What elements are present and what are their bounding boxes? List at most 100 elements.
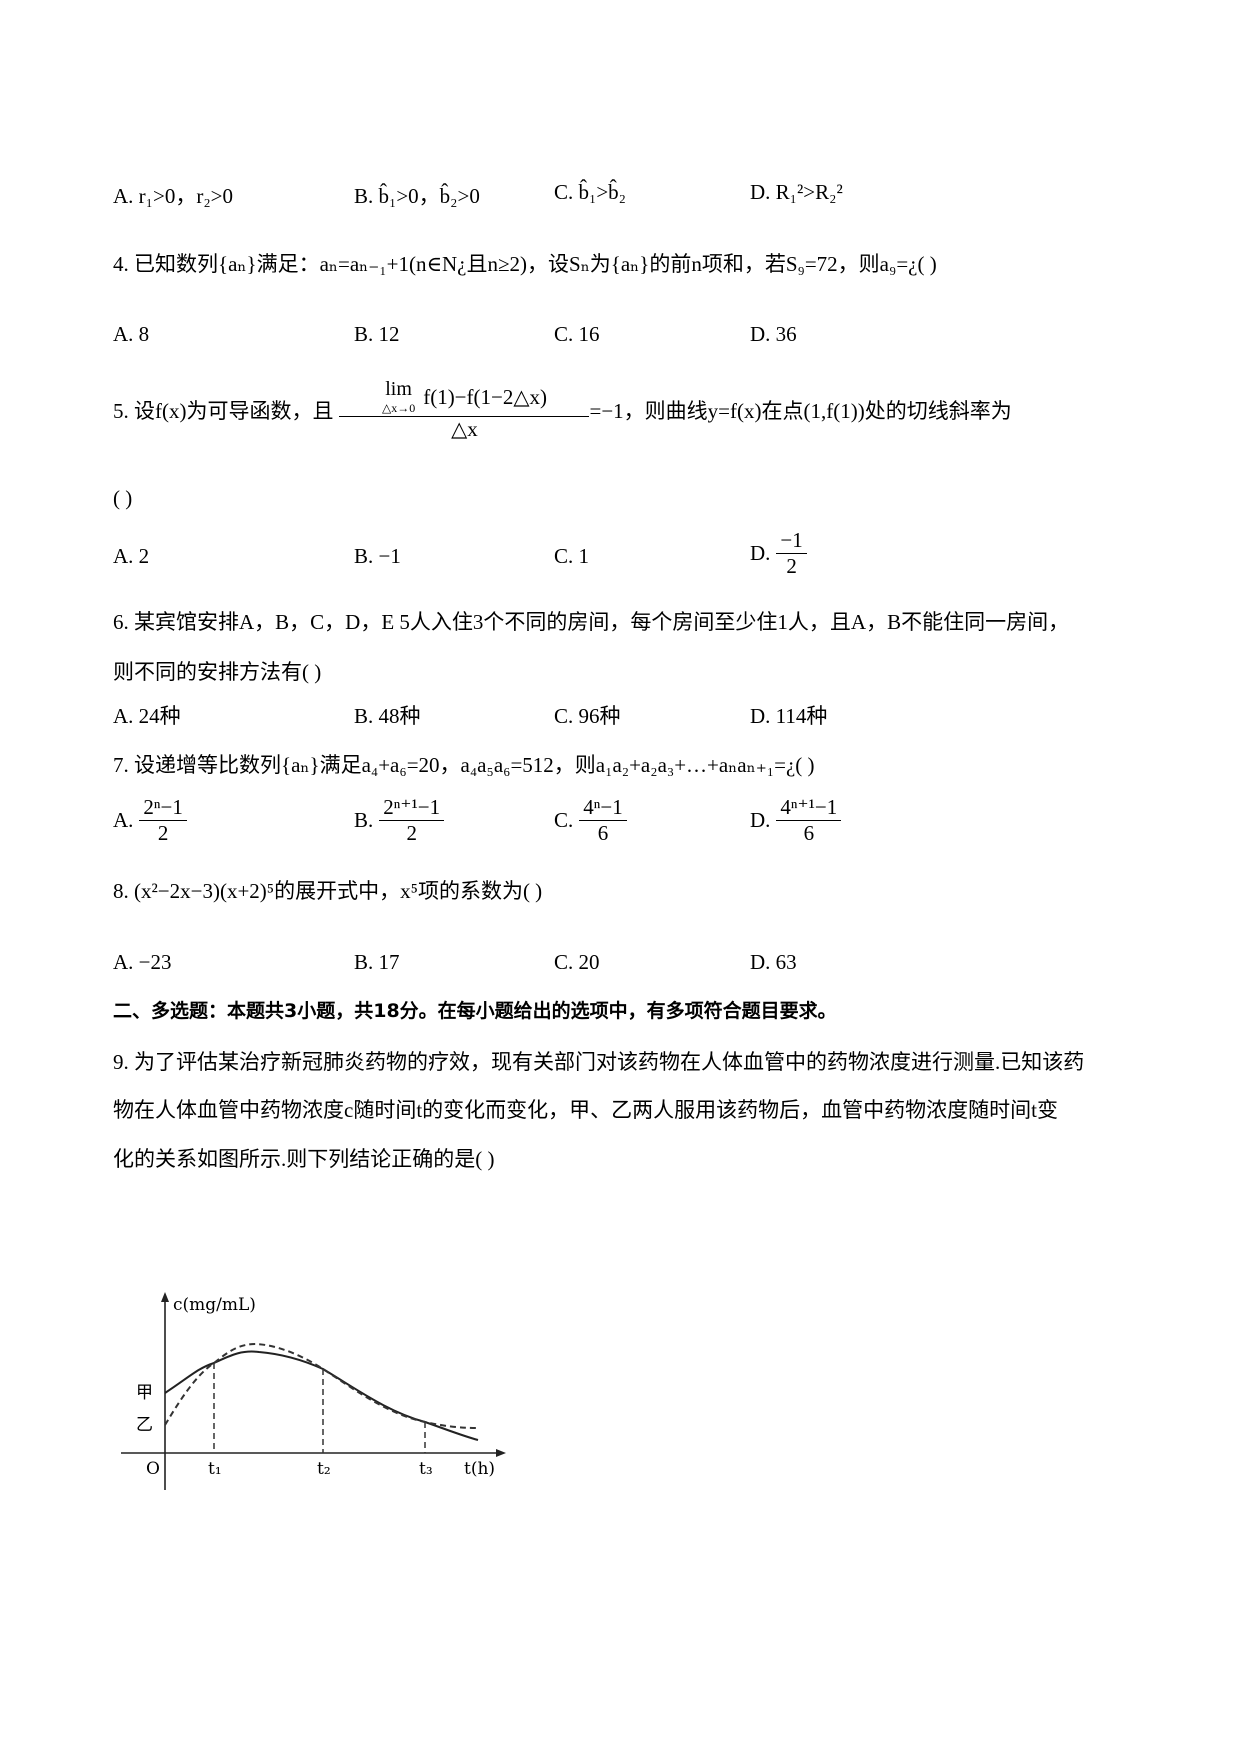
option-label: A. — [113, 808, 134, 832]
option: D. 36 — [750, 322, 797, 347]
option: B. 2ⁿ⁺¹−1 2 — [354, 795, 445, 846]
x-mark-label: t₂ — [317, 1459, 331, 1479]
y-axis-label: c(mg/mL) — [173, 1295, 256, 1315]
option-label: B. — [354, 184, 374, 208]
option-label: C. — [554, 808, 574, 832]
option-label: D. — [750, 541, 771, 565]
option: A. 2 — [113, 544, 149, 569]
option-text: b̂₁>b̂₂ — [578, 180, 627, 204]
limit-text: lim — [385, 378, 412, 400]
limit-sub: △x→0 — [381, 401, 416, 415]
option: B. b̂₁>0，b̂₂>0 — [354, 180, 480, 210]
option: D. R₁²>R₂² — [750, 180, 843, 205]
option-text: 16 — [578, 322, 600, 346]
option-label: B. — [354, 808, 374, 832]
option-label: C. — [554, 322, 574, 346]
option: D. 4ⁿ⁺¹−1 6 — [750, 795, 842, 846]
option-label: B. — [354, 544, 374, 568]
option-text: 114种 — [775, 704, 828, 728]
option-text: −23 — [138, 950, 172, 974]
numerator: 2ⁿ−1 — [139, 795, 187, 821]
arrow — [496, 1449, 506, 1457]
option-label: D. — [750, 322, 771, 346]
limit: lim △x→0 — [382, 378, 415, 416]
option-label: D. — [750, 704, 771, 728]
arrow — [161, 1292, 169, 1302]
option-text: R₁²>R₂² — [775, 180, 843, 204]
option: D. 63 — [750, 950, 797, 975]
numerator: lim △x→0 f(1)−f(1−2△x) — [339, 378, 590, 417]
denominator: 6 — [597, 821, 609, 845]
stem-text: 5. 设f(x)为可导函数，且 — [113, 399, 334, 423]
option-text: 24种 — [138, 704, 181, 728]
option-text: 48种 — [378, 704, 421, 728]
option-text: 1 — [578, 544, 590, 568]
question-stem: 5. 设f(x)为可导函数，且 lim △x→0 f(1)−f(1−2△x) △x… — [113, 378, 1012, 442]
numerator: 4ⁿ−1 — [579, 795, 627, 821]
option-text: 2 — [138, 544, 150, 568]
section-heading: 二、多选题：本题共3小题，共18分。在每小题给出的选项中，有多项符合题目要求。 — [113, 1000, 837, 1022]
curve-label: 乙 — [136, 1415, 153, 1435]
question-stem: 7. 设递增等比数列{aₙ}满足a₄+a₆=20，a₄a₅a₆=512，则a₁a… — [113, 753, 815, 777]
fraction: −1 2 — [776, 528, 807, 579]
option: A. r₁>0，r₂>0 — [113, 180, 233, 210]
answer-blank: ( ) — [113, 486, 133, 510]
option-text: 17 — [378, 950, 400, 974]
option-text: b̂₁>0，b̂₂>0 — [378, 184, 480, 208]
option-label: B. — [354, 704, 374, 728]
denominator: 2 — [157, 821, 169, 845]
option: A. 24种 — [113, 700, 181, 730]
option-text: 63 — [775, 950, 797, 974]
x-axis-label: t(h) — [464, 1459, 495, 1479]
option: B. −1 — [354, 544, 401, 569]
option-text: 20 — [578, 950, 600, 974]
x-mark-label: t₁ — [208, 1459, 222, 1479]
denominator: △x — [451, 417, 478, 441]
option: A. 2ⁿ−1 2 — [113, 795, 187, 846]
fraction: 2ⁿ⁺¹−1 2 — [379, 795, 445, 846]
option: B. 12 — [354, 322, 400, 347]
option-text: r₁>0，r₂>0 — [138, 184, 233, 208]
fraction: 4ⁿ−1 6 — [579, 795, 627, 846]
option-text: 8 — [138, 322, 150, 346]
question-stem: 6. 某宾馆安排A，B，C，D，E 5人入住3个不同的房间，每个房间至少住1人，… — [113, 610, 1070, 634]
option-label: C. — [554, 950, 574, 974]
x-mark-label: t₃ — [419, 1459, 433, 1479]
numerator: 2ⁿ⁺¹−1 — [379, 795, 445, 821]
numerator: 4ⁿ⁺¹−1 — [776, 795, 842, 821]
stem-text: =−1，则曲线y=f(x)在点(1,f(1))处的切线斜率为 — [589, 399, 1012, 423]
option-text: 96种 — [578, 704, 621, 728]
option: C. 16 — [554, 322, 600, 347]
option: C. b̂₁>b̂₂ — [554, 180, 626, 205]
option: A. 8 — [113, 322, 149, 347]
option-label: A. — [113, 704, 134, 728]
option: C. 1 — [554, 544, 589, 569]
numerator-text: f(1)−f(1−2△x) — [423, 384, 547, 409]
option: B. 17 — [354, 950, 400, 975]
denominator: 6 — [803, 821, 815, 845]
numerator: −1 — [776, 528, 807, 554]
fraction: lim △x→0 f(1)−f(1−2△x) △x — [339, 378, 590, 442]
option-label: C. — [554, 180, 574, 204]
question-stem: 化的关系如图所示.则下列结论正确的是( ) — [113, 1147, 495, 1171]
fraction: 4ⁿ⁺¹−1 6 — [776, 795, 842, 846]
question-stem: 物在人体血管中药物浓度c随时间t的变化而变化，甲、乙两人服用该药物后，血管中药物… — [113, 1098, 1058, 1122]
option-text: 12 — [378, 322, 400, 346]
option-label: D. — [750, 180, 771, 204]
fraction: 2ⁿ−1 2 — [139, 795, 187, 846]
denominator: 2 — [786, 554, 797, 578]
option: A. −23 — [113, 950, 172, 975]
option: D. −1 2 — [750, 528, 807, 579]
option: C. 4ⁿ−1 6 — [554, 795, 627, 846]
question-stem: 则不同的安排方法有( ) — [113, 660, 322, 684]
curve-yi — [164, 1342, 479, 1429]
denominator: 2 — [406, 821, 417, 845]
option: C. 96种 — [554, 700, 621, 730]
option: D. 114种 — [750, 700, 827, 730]
option-label: D. — [750, 950, 771, 974]
question-stem: 4. 已知数列{aₙ}满足：aₙ=aₙ₋₁+1(n∈N¿且n≥2)，设Sₙ为{a… — [113, 252, 937, 276]
option-label: D. — [750, 808, 771, 832]
option: B. 48种 — [354, 700, 421, 730]
option-text: −1 — [378, 544, 401, 568]
option-label: A. — [113, 322, 134, 346]
